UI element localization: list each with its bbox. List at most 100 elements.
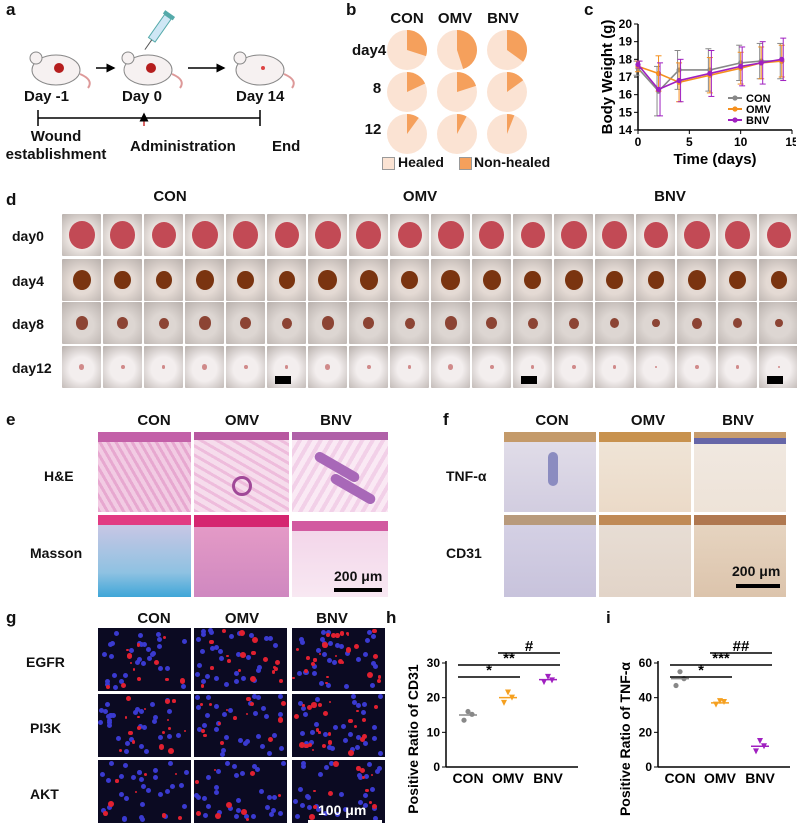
nucleus-dot	[366, 761, 372, 767]
signal-dot	[121, 683, 127, 689]
nucleus-dot	[195, 695, 201, 701]
signal-dot	[267, 737, 273, 743]
signal-dot	[143, 707, 147, 711]
nucleus-dot	[140, 816, 146, 822]
nucleus-dot	[108, 653, 114, 659]
wound-photo	[431, 302, 470, 344]
nucleus-dot	[280, 760, 286, 766]
nucleus-dot	[109, 640, 115, 646]
nucleus-dot	[219, 751, 225, 757]
wound-photo	[759, 302, 797, 344]
signal-dot	[249, 770, 255, 776]
x-tick-label: OMV	[704, 770, 737, 786]
signal-dot	[218, 722, 221, 725]
nucleus-dot	[301, 763, 307, 769]
wound-photo	[308, 302, 347, 344]
wound-spot	[356, 221, 381, 249]
wound-spot	[363, 316, 374, 330]
nucleus-dot	[260, 706, 266, 712]
pie-nonhealed-slice	[457, 72, 477, 92]
nucleus-dot	[112, 685, 118, 691]
signal-dot	[174, 772, 178, 776]
if-row-akt: AKT	[30, 786, 59, 802]
y-tick-label: 15	[619, 105, 633, 119]
nucleus-dot	[371, 735, 377, 741]
wound-photo	[226, 214, 265, 256]
y-tick-label: 19	[619, 35, 633, 49]
signal-dot	[274, 659, 280, 665]
wound-spot	[448, 364, 453, 370]
nucleus-dot	[146, 647, 152, 653]
nucleus-dot	[234, 813, 240, 819]
y-tick-label: 30	[427, 656, 441, 670]
masson-omv-image	[194, 515, 289, 597]
nucleus-dot	[228, 708, 234, 714]
nucleus-dot	[370, 660, 376, 666]
signal-dot	[279, 679, 283, 684]
nucleus-dot	[196, 795, 202, 801]
wound-photo	[513, 302, 552, 344]
nucleus-dot	[326, 629, 332, 635]
body-weight-chart: 14 15 16 17 18 19 20 0 5 10 15 Time (days) Body Weig…	[599, 17, 796, 168]
ihc-scale-label: 200 μm	[732, 563, 781, 579]
pie-col-bnv: BNV	[487, 10, 519, 27]
signal-dot	[328, 700, 332, 703]
nucleus-dot	[176, 732, 182, 738]
signal-dot	[305, 656, 310, 660]
data-point	[655, 86, 662, 92]
nucleus-dot	[378, 694, 384, 700]
signal-dot	[362, 718, 367, 723]
wound-photo	[349, 302, 388, 344]
signal-dot	[126, 648, 129, 651]
signal-dot	[378, 675, 382, 679]
signal-dot	[131, 739, 136, 744]
nucleus-dot	[351, 699, 357, 705]
signal-dot	[124, 716, 128, 720]
fluorescence-image	[292, 760, 385, 823]
nucleus-dot	[313, 722, 319, 727]
nucleus-dot	[320, 637, 326, 643]
nucleus-dot	[332, 660, 338, 666]
signal-dot	[103, 811, 108, 816]
ihc-col-bnv: BNV	[722, 412, 754, 429]
he-scale-label: 200 μm	[334, 568, 383, 584]
nucleus-dot	[370, 682, 376, 688]
wound-photo	[636, 214, 675, 256]
signal-dot	[322, 642, 328, 648]
wound-photo	[636, 346, 675, 388]
nucleus-dot	[206, 803, 212, 809]
photo-row-day4: day4	[12, 273, 44, 289]
nucleus-dot	[123, 673, 129, 679]
nucleus-dot	[205, 712, 211, 718]
signal-dot	[292, 676, 295, 680]
nucleus-dot	[138, 744, 144, 750]
he-row-masson: Masson	[30, 545, 83, 561]
nucleus-dot	[196, 636, 202, 642]
wound-spot	[195, 270, 214, 290]
wound-spot	[733, 318, 742, 328]
signal-dot	[221, 629, 226, 634]
pie-nonhealed-slice	[457, 30, 477, 70]
nucleus-dot	[374, 768, 380, 774]
signal-dot	[158, 744, 165, 750]
nucleus-dot	[328, 760, 334, 766]
signal-dot	[137, 716, 140, 719]
signal-dot	[251, 636, 258, 643]
fluorescence-grid	[98, 628, 385, 823]
data-point	[757, 738, 763, 744]
nucleus-dot	[323, 732, 329, 738]
nucleus-dot	[181, 803, 187, 809]
y-tick-label: 0	[433, 760, 440, 774]
nucleus-dot	[144, 748, 150, 754]
nucleus-dot	[164, 665, 170, 671]
data-point	[541, 679, 547, 686]
y-axis-title: Positive Ratio of CD31	[405, 664, 421, 814]
timeline-day-start: Day -1	[24, 88, 70, 105]
nucleus-dot	[115, 736, 121, 742]
nucleus-dot	[268, 636, 274, 642]
wound-photo	[226, 259, 265, 301]
nucleus-dot	[234, 773, 240, 779]
wound-photo	[267, 259, 306, 301]
panel-h-label: h	[386, 608, 397, 627]
wound-photo	[554, 302, 593, 344]
